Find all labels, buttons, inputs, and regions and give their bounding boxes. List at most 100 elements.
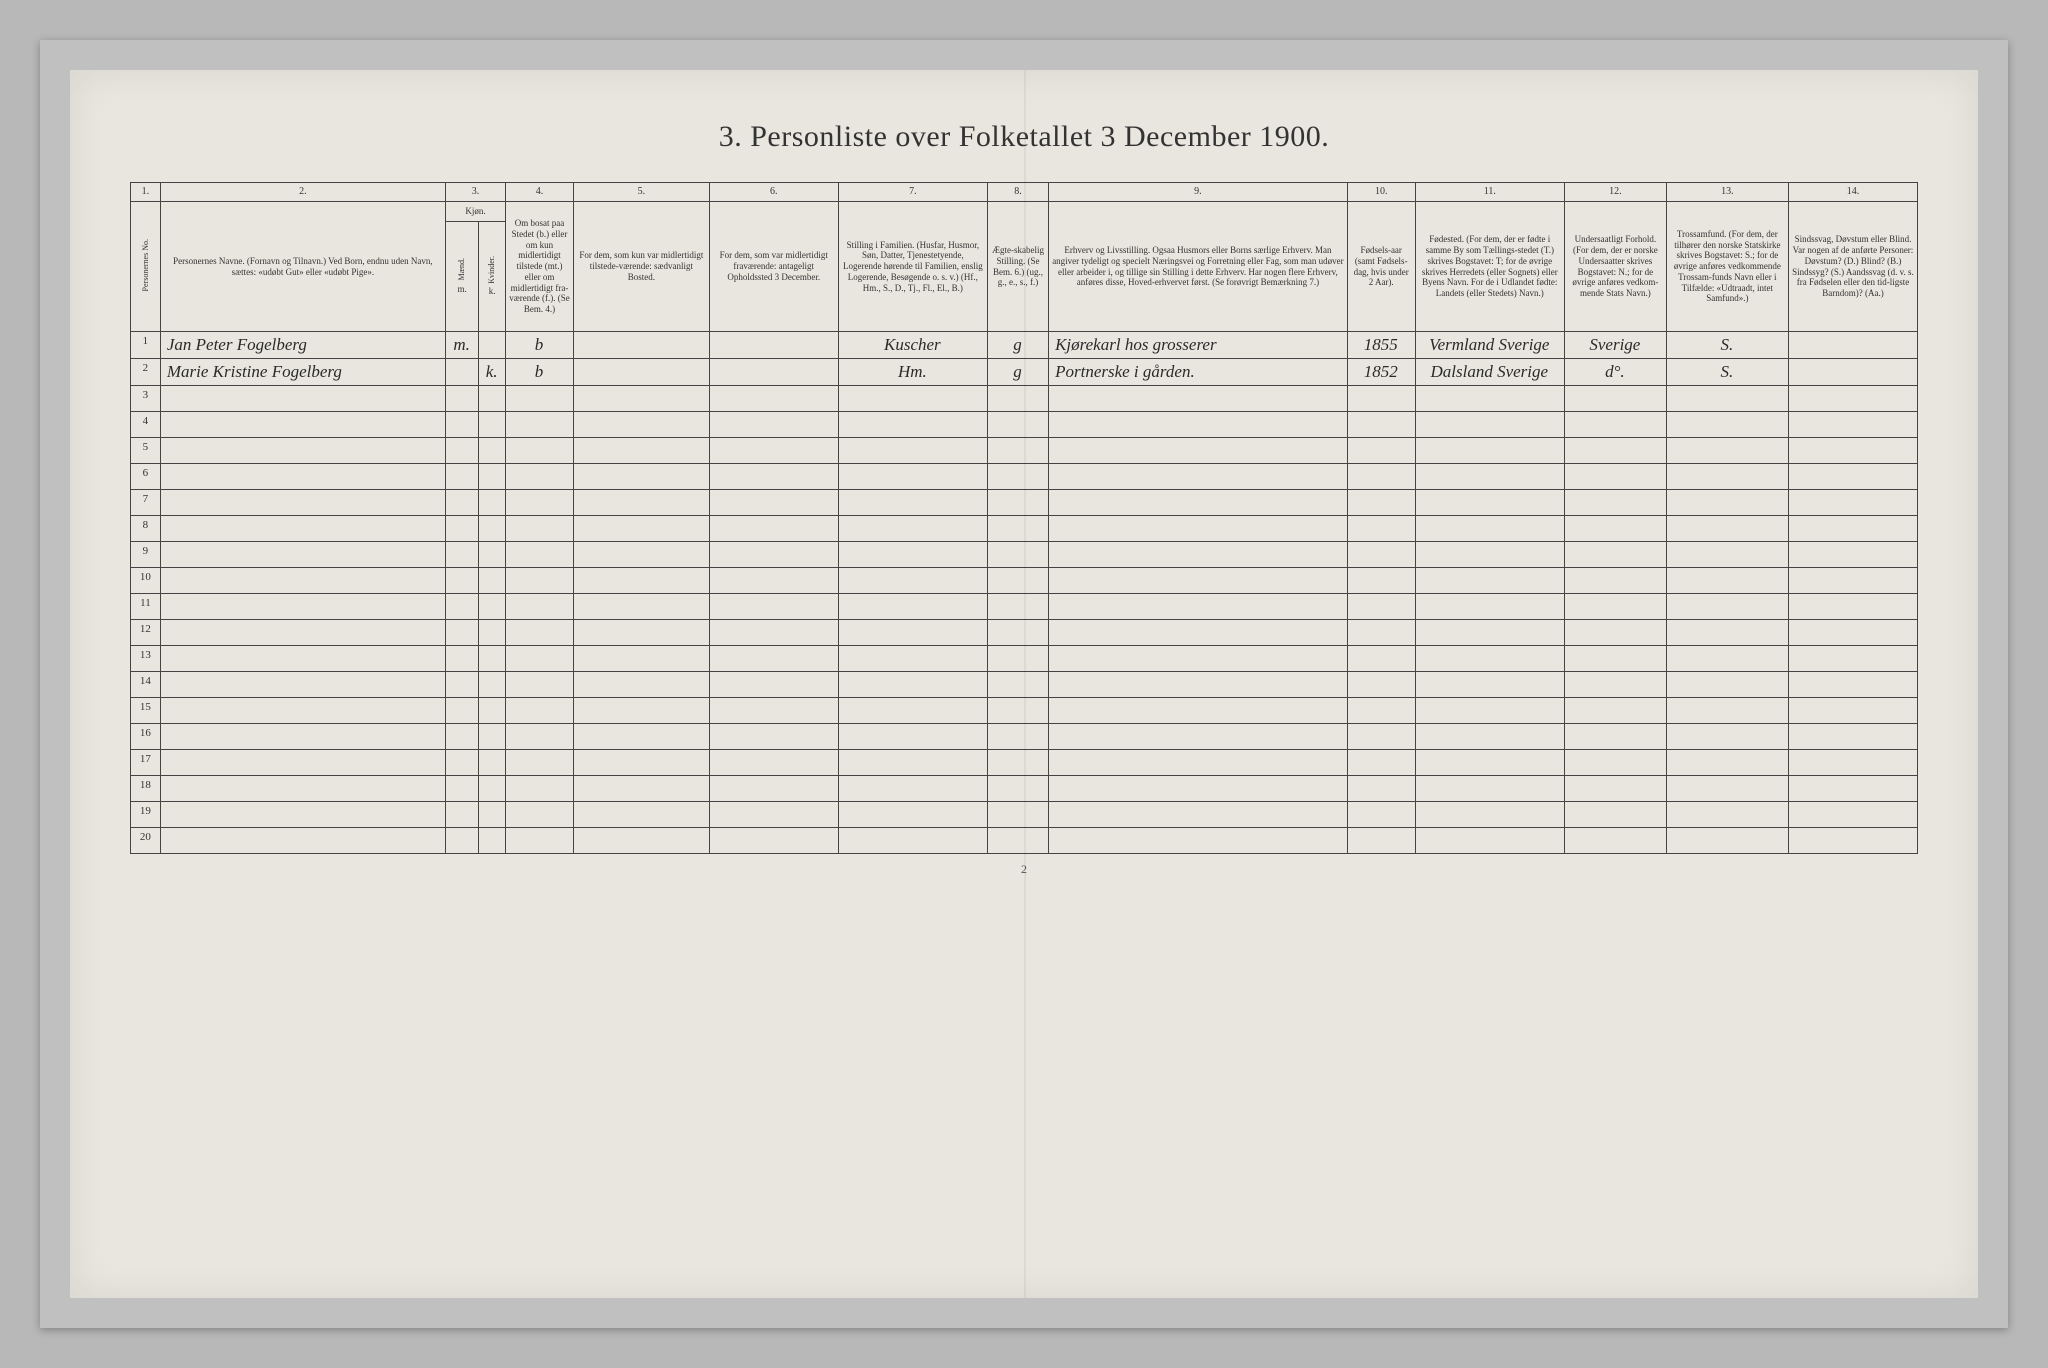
- cell: [1049, 464, 1348, 490]
- cell: [1666, 672, 1788, 698]
- cell: [506, 672, 574, 698]
- cell: [160, 672, 445, 698]
- cell: [1788, 516, 1917, 542]
- cell: [838, 386, 987, 412]
- cell: [1347, 412, 1415, 438]
- cell: [160, 724, 445, 750]
- colnum-8: 8.: [988, 183, 1049, 202]
- row-number: 14: [131, 672, 161, 698]
- header-erhverv: Erhverv og Livsstilling. Ogsaa Husmors e…: [1049, 202, 1348, 332]
- cell: [1666, 412, 1788, 438]
- cell: Hm.: [838, 359, 987, 386]
- table-row: 6: [131, 464, 1918, 490]
- cell: [1347, 542, 1415, 568]
- cell: [160, 412, 445, 438]
- cell: [1415, 542, 1564, 568]
- cell: [573, 672, 709, 698]
- row-number: 5: [131, 438, 161, 464]
- cell: [1049, 516, 1348, 542]
- cell: [479, 516, 506, 542]
- cell: [479, 464, 506, 490]
- cell: [1415, 698, 1564, 724]
- cell: [160, 620, 445, 646]
- row-number: 12: [131, 620, 161, 646]
- cell: [1415, 750, 1564, 776]
- cell: [1666, 568, 1788, 594]
- cell: [838, 724, 987, 750]
- cell: [573, 646, 709, 672]
- cell: S.: [1666, 332, 1788, 359]
- colnum-6: 6.: [709, 183, 838, 202]
- header-kjon: Kjøn.: [445, 202, 505, 222]
- cell: [573, 490, 709, 516]
- colnum-9: 9.: [1049, 183, 1348, 202]
- cell: [573, 359, 709, 386]
- header-tros: Trossamfund. (For dem, der tilhører den …: [1666, 202, 1788, 332]
- cell: [838, 828, 987, 854]
- cell: [1347, 776, 1415, 802]
- cell: [1666, 620, 1788, 646]
- header-maend: Mænd.m.: [445, 222, 478, 332]
- table-row: 16: [131, 724, 1918, 750]
- cell: [709, 359, 838, 386]
- cell: [506, 464, 574, 490]
- cell: [1347, 646, 1415, 672]
- cell: [1049, 646, 1348, 672]
- header-fravaerende: For dem, som var midlertidigt fraværende…: [709, 202, 838, 332]
- row-number: 9: [131, 542, 161, 568]
- header-tilstede: For dem, som kun var midlertidigt tilste…: [573, 202, 709, 332]
- cell: b: [506, 359, 574, 386]
- colnum-7: 7.: [838, 183, 987, 202]
- cell: [988, 620, 1049, 646]
- cell: [1788, 672, 1917, 698]
- colnum-11: 11.: [1415, 183, 1564, 202]
- cell: [709, 828, 838, 854]
- table-row: 2Marie Kristine Fogelbergk.bHm.gPortners…: [131, 359, 1918, 386]
- cell: g: [988, 332, 1049, 359]
- cell: [838, 412, 987, 438]
- cell: [506, 412, 574, 438]
- row-number: 8: [131, 516, 161, 542]
- header-row: Personernes No. Personernes Navne. (Forn…: [131, 202, 1918, 222]
- cell: [506, 542, 574, 568]
- cell: [838, 464, 987, 490]
- cell: [709, 724, 838, 750]
- cell: [1347, 386, 1415, 412]
- cell: [445, 698, 478, 724]
- cell: [1049, 412, 1348, 438]
- cell: Jan Peter Fogelberg: [160, 332, 445, 359]
- cell: [1049, 802, 1348, 828]
- cell: [1788, 776, 1917, 802]
- cell: [1666, 698, 1788, 724]
- cell: [1666, 802, 1788, 828]
- cell: [445, 750, 478, 776]
- cell: [1666, 542, 1788, 568]
- cell: [445, 594, 478, 620]
- table-row: 10: [131, 568, 1918, 594]
- cell: [1564, 412, 1666, 438]
- cell: [1564, 672, 1666, 698]
- cell: Kjørekarl hos grosserer: [1049, 332, 1348, 359]
- cell: [506, 594, 574, 620]
- cell: [1788, 438, 1917, 464]
- cell: [160, 802, 445, 828]
- cell: [1788, 646, 1917, 672]
- cell: [1564, 594, 1666, 620]
- colnum-14: 14.: [1788, 183, 1917, 202]
- cell: [479, 386, 506, 412]
- cell: [988, 490, 1049, 516]
- cell: [988, 594, 1049, 620]
- header-name: Personernes Navne. (Fornavn og Tilnavn.)…: [160, 202, 445, 332]
- cell: [160, 386, 445, 412]
- cell: [838, 620, 987, 646]
- table-row: 17: [131, 750, 1918, 776]
- cell: [709, 568, 838, 594]
- cell: [1564, 620, 1666, 646]
- cell: [1564, 776, 1666, 802]
- cell: [506, 828, 574, 854]
- row-number: 3: [131, 386, 161, 412]
- cell: [479, 724, 506, 750]
- cell: [1666, 386, 1788, 412]
- cell: [573, 568, 709, 594]
- cell: [709, 516, 838, 542]
